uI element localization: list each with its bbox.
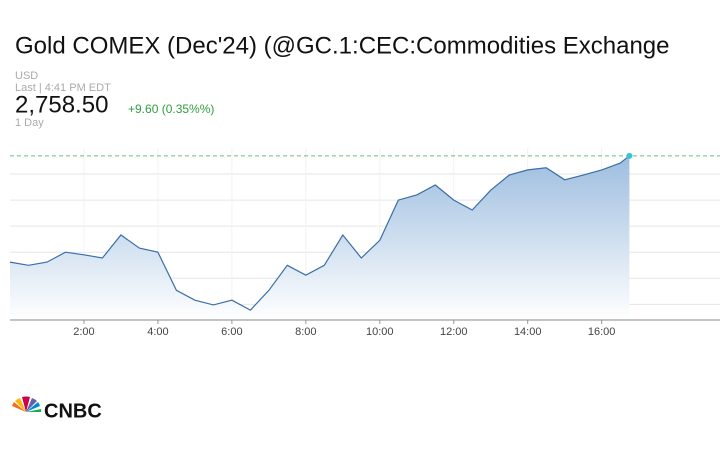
cnbc-logo: CNBC bbox=[12, 396, 102, 422]
range: 1 Day bbox=[15, 117, 44, 129]
last-price: 2,758.50 bbox=[15, 91, 108, 118]
currency: USD bbox=[15, 70, 38, 82]
price-change: +9.60 (0.35%%) bbox=[128, 102, 214, 116]
x-tick-label: 10:00 bbox=[366, 326, 394, 338]
x-tick-label: 16:00 bbox=[588, 326, 616, 338]
line bbox=[9, 155, 630, 311]
area bbox=[10, 155, 630, 320]
x-tick-label: 8:00 bbox=[295, 326, 316, 338]
x-tick-label: 12:00 bbox=[440, 326, 468, 338]
brand: CNBC bbox=[44, 400, 102, 422]
x-tick-label: 6:00 bbox=[221, 326, 242, 338]
x-tick-label: 2:00 bbox=[73, 326, 94, 338]
x-tick-label: 14:00 bbox=[514, 326, 542, 338]
x-tick-label: 4:00 bbox=[147, 326, 168, 338]
chart-title: Gold COMEX (Dec'24) (@GC.1:CEC:Commoditi… bbox=[15, 32, 669, 59]
timestamp: Last | 4:41 PM EDT bbox=[15, 82, 111, 94]
